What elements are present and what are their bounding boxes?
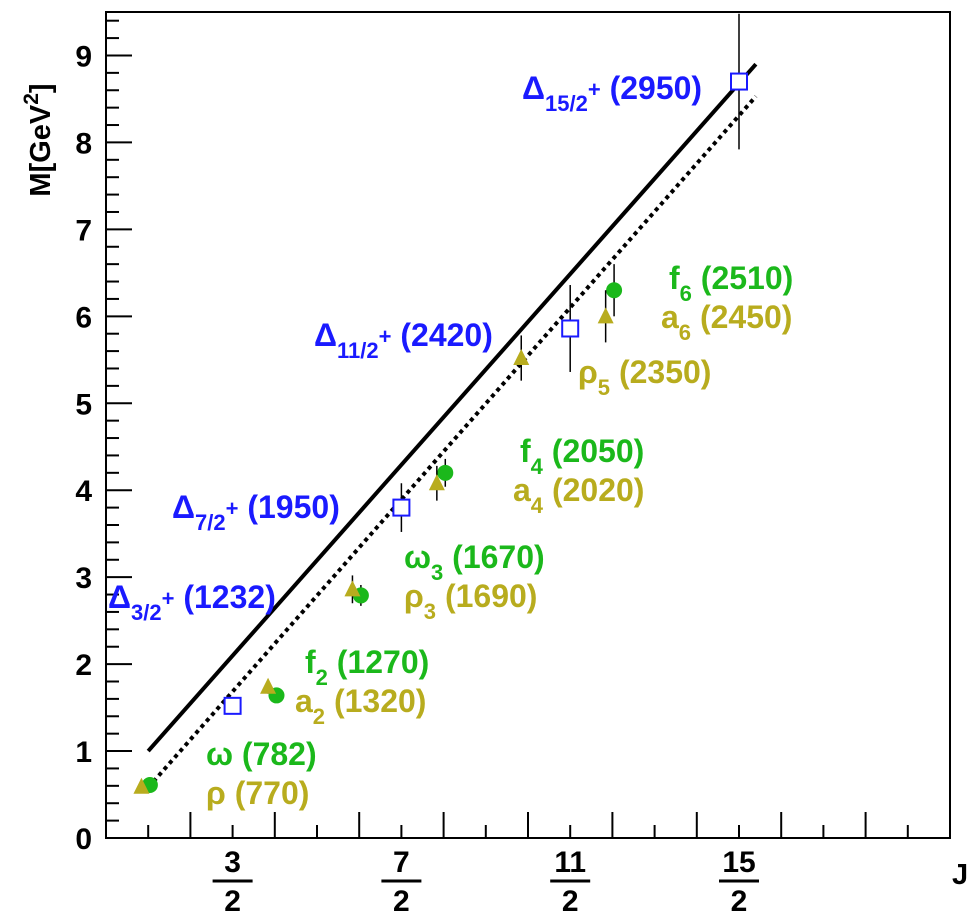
meson-triangle-marker bbox=[133, 777, 150, 794]
meson-point-marker bbox=[437, 464, 454, 481]
particle-label: f6 (2510) bbox=[669, 260, 793, 306]
particle-label: ρ3 (1690) bbox=[404, 578, 537, 624]
x-tick-label: 152 bbox=[719, 846, 759, 916]
y-tick-label: 1 bbox=[75, 736, 92, 769]
meson-triangle-marker bbox=[344, 580, 361, 597]
y-tick-label: 5 bbox=[75, 388, 92, 421]
x-tick-denominator: 2 bbox=[224, 885, 241, 916]
particle-label: ρ (770) bbox=[206, 775, 309, 811]
x-tick-label: 112 bbox=[550, 846, 591, 916]
delta-point-marker bbox=[730, 72, 748, 91]
y-axis-title-exp: 2 bbox=[20, 93, 43, 105]
particle-label: Δ7/2+ (1950) bbox=[172, 489, 340, 535]
y-axis-title-close: ] bbox=[25, 83, 57, 93]
meson-triangle-marker bbox=[597, 307, 614, 324]
particle-label: f2 (1270) bbox=[305, 644, 429, 690]
y-tick-label: 9 bbox=[75, 40, 92, 73]
meson-triangle-marker bbox=[428, 474, 445, 491]
particle-label: ω3 (1670) bbox=[404, 539, 545, 585]
x-axis-title: J bbox=[952, 859, 968, 891]
y-tick-label: 4 bbox=[75, 475, 92, 508]
delta-point-marker bbox=[392, 498, 411, 517]
y-tick-labels: 0 1 2 3 4 5 6 7 8 9 bbox=[75, 40, 92, 856]
particle-label: a6 (2450) bbox=[661, 299, 792, 345]
plot-frame bbox=[105, 11, 951, 839]
particle-label: Δ11/2+ (2420) bbox=[314, 317, 493, 363]
y-tick-label: 7 bbox=[75, 214, 92, 247]
particle-label: a2 (1320) bbox=[295, 683, 426, 729]
delta-point-marker bbox=[223, 696, 242, 715]
y-tick-label: 0 bbox=[75, 823, 92, 856]
solid-fit-line bbox=[146, 62, 758, 753]
x-tick-denominator: 2 bbox=[731, 885, 748, 916]
x-tick-numerator: 11 bbox=[554, 846, 586, 879]
x-tick-numerator: 7 bbox=[393, 846, 410, 879]
particle-label: ω (782) bbox=[206, 736, 317, 772]
x-tick-denominator: 2 bbox=[562, 885, 579, 916]
particle-label: Δ15/2+ (2950) bbox=[522, 70, 702, 116]
meson-point-marker bbox=[606, 282, 623, 299]
y-tick-label: 2 bbox=[75, 649, 92, 682]
particle-label: ρ5 (2350) bbox=[578, 354, 711, 400]
y-axis-title-main: M[GeV bbox=[25, 104, 57, 197]
dotted-fit-line bbox=[146, 95, 758, 789]
meson-triangle-marker bbox=[513, 349, 530, 366]
x-tick-label: 32 bbox=[212, 846, 253, 916]
y-axis-title: M[GeV2] bbox=[20, 83, 57, 196]
x-tick-denominator: 2 bbox=[393, 885, 410, 916]
y-tick-label: 8 bbox=[75, 127, 92, 160]
particle-annotations: Δ3/2+ (1232) Δ7/2+ (1950) Δ11/2+ (2420) Δ15… bbox=[108, 70, 793, 811]
particle-label: a4 (2020) bbox=[513, 472, 644, 518]
particle-label: Δ3/2+ (1232) bbox=[108, 579, 276, 625]
meson-triangle-marker bbox=[260, 677, 277, 694]
trajectory-fit-lines bbox=[146, 62, 758, 789]
x-tick-label: 72 bbox=[381, 846, 422, 916]
delta-point-marker bbox=[561, 319, 580, 338]
x-tick-numerator: 15 bbox=[722, 846, 755, 879]
data-markers bbox=[133, 13, 748, 794]
axis-ticks bbox=[105, 19, 951, 839]
x-tick-numerator: 3 bbox=[224, 846, 241, 879]
particle-label: f4 (2050) bbox=[520, 433, 644, 479]
y-tick-label: 3 bbox=[75, 562, 92, 595]
y-tick-label: 6 bbox=[75, 301, 92, 334]
